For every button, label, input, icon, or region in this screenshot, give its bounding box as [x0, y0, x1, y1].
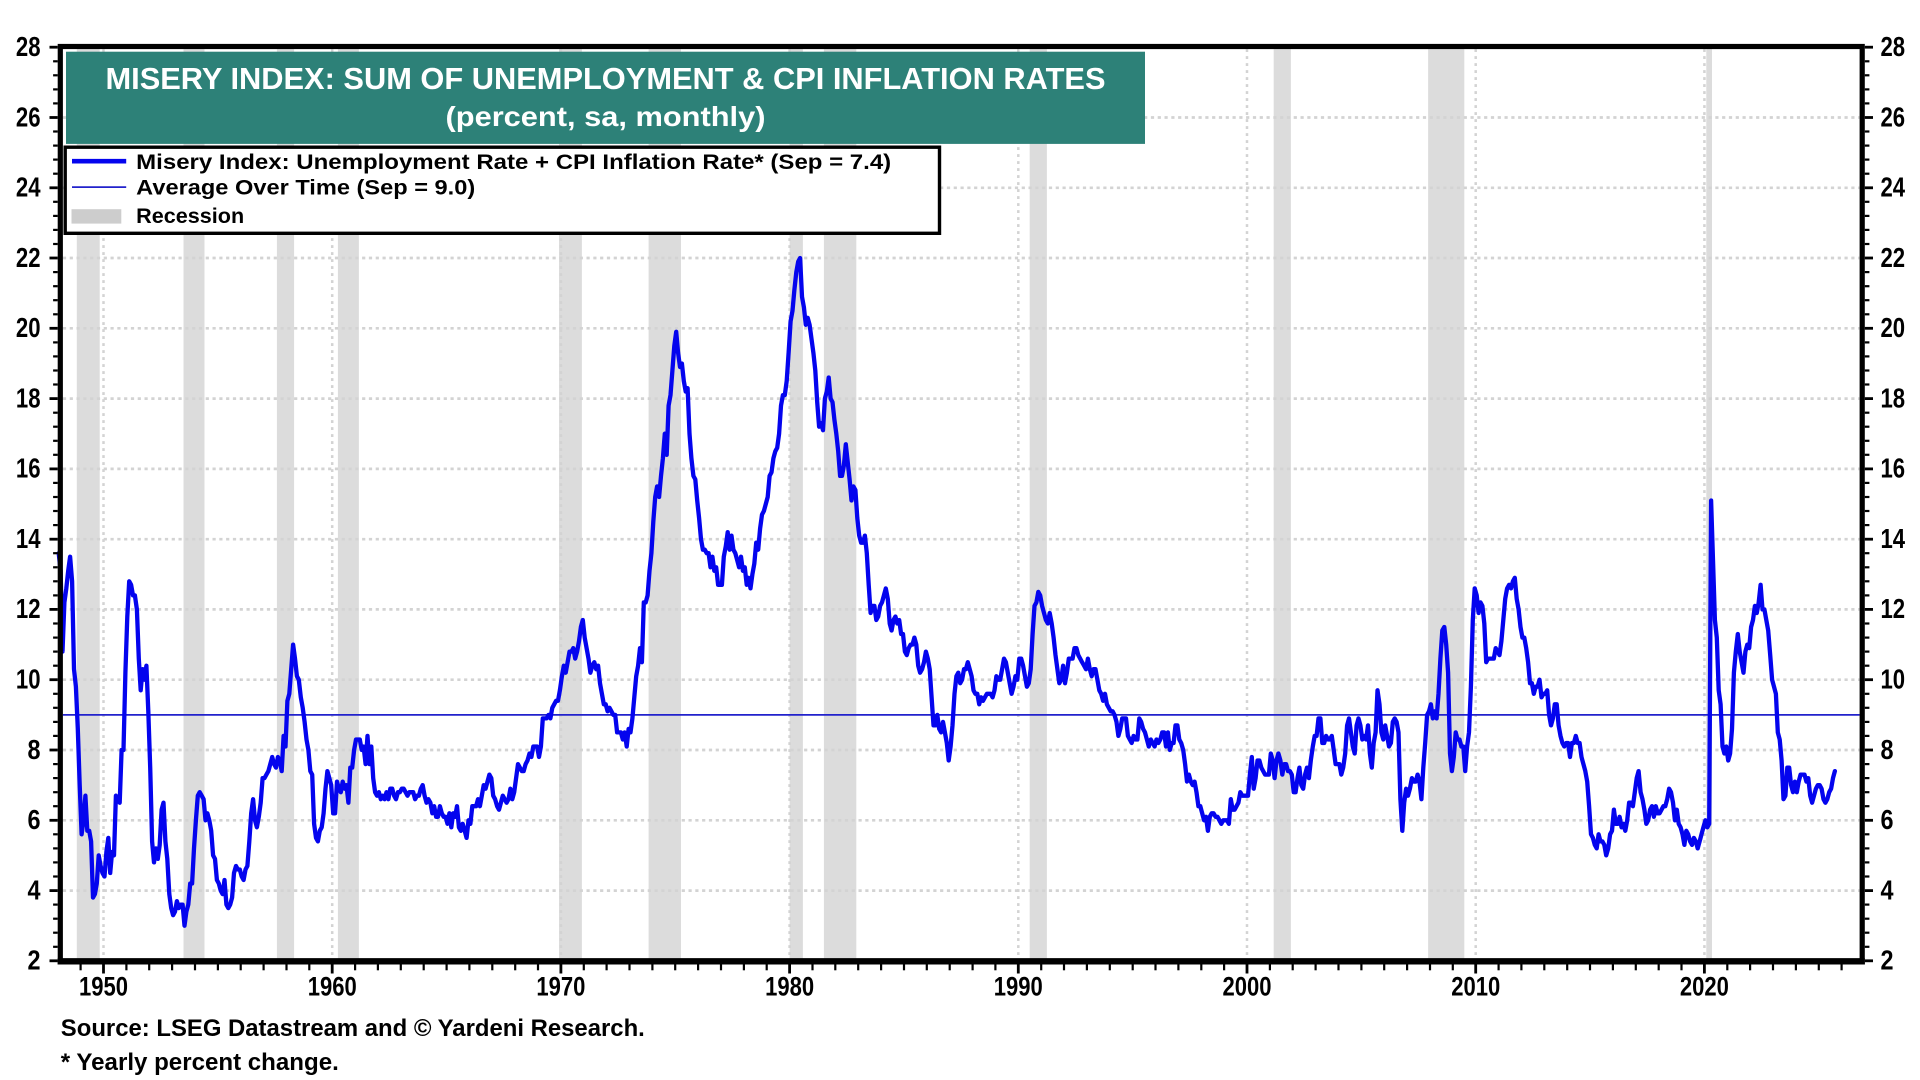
svg-text:24: 24 — [16, 172, 41, 203]
svg-text:18: 18 — [1881, 382, 1906, 413]
svg-text:14: 14 — [1881, 523, 1906, 554]
svg-text:Misery Index: Unemployment Rat: Misery Index: Unemployment Rate + CPI In… — [136, 150, 891, 174]
svg-text:1990: 1990 — [994, 972, 1043, 1002]
svg-text:* Yearly percent change.: * Yearly percent change. — [61, 1049, 339, 1076]
svg-text:26: 26 — [16, 101, 41, 132]
svg-text:12: 12 — [16, 593, 41, 624]
svg-text:10: 10 — [16, 664, 41, 695]
svg-text:Average Over Time (Sep = 9.0): Average Over Time (Sep = 9.0) — [136, 175, 475, 199]
svg-text:20: 20 — [1881, 312, 1906, 343]
svg-text:22: 22 — [1881, 242, 1906, 273]
svg-text:10: 10 — [1881, 664, 1906, 695]
svg-text:4: 4 — [1881, 874, 1895, 905]
svg-text:1960: 1960 — [308, 972, 357, 1002]
svg-text:1980: 1980 — [765, 972, 814, 1002]
svg-text:2020: 2020 — [1680, 972, 1729, 1002]
svg-text:6: 6 — [1881, 804, 1894, 835]
svg-text:8: 8 — [1881, 734, 1894, 765]
svg-text:16: 16 — [16, 453, 41, 484]
svg-text:20: 20 — [16, 312, 41, 343]
svg-text:Recession: Recession — [136, 204, 244, 228]
svg-text:24: 24 — [1881, 172, 1906, 203]
svg-text:2: 2 — [1881, 945, 1894, 976]
svg-text:22: 22 — [16, 242, 41, 273]
svg-text:2: 2 — [28, 945, 41, 976]
svg-text:28: 28 — [1881, 31, 1906, 62]
svg-text:12: 12 — [1881, 593, 1906, 624]
svg-text:14: 14 — [16, 523, 41, 554]
svg-text:2010: 2010 — [1451, 972, 1500, 1002]
svg-text:6: 6 — [28, 804, 41, 835]
svg-text:4: 4 — [28, 874, 42, 905]
svg-text:16: 16 — [1881, 453, 1906, 484]
svg-text:28: 28 — [16, 31, 41, 62]
svg-text:1970: 1970 — [536, 972, 585, 1002]
svg-text:2000: 2000 — [1223, 972, 1272, 1002]
svg-text:18: 18 — [16, 382, 41, 413]
svg-text:1950: 1950 — [79, 972, 128, 1002]
svg-text:Source: LSEG Datastream and ©: Source: LSEG Datastream and © Yardeni Re… — [61, 1015, 645, 1042]
svg-text:8: 8 — [28, 734, 41, 765]
svg-text:26: 26 — [1881, 101, 1906, 132]
svg-text:(percent, sa, monthly): (percent, sa, monthly) — [446, 101, 766, 132]
svg-text:MISERY INDEX: SUM OF UNEMPLOYM: MISERY INDEX: SUM OF UNEMPLOYMENT & CPI … — [106, 62, 1106, 96]
